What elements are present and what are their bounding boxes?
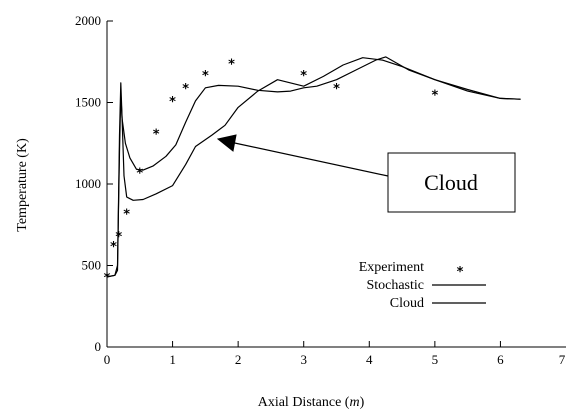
y-axis-tick-labels: 0 500 1000 1500 2000	[75, 13, 101, 354]
data-point-experiment: *	[169, 95, 177, 110]
x-tick-label: 2	[235, 352, 242, 367]
callout-arrow	[229, 141, 389, 177]
data-point-experiment: *	[110, 240, 118, 255]
x-tick-label: 4	[366, 352, 373, 367]
x-axis-title-unit: m	[349, 395, 359, 410]
x-tick-label: 3	[300, 352, 307, 367]
data-point-experiment: *	[136, 167, 144, 182]
callout-annotation: Cloud	[216, 134, 516, 213]
callout-label: Cloud	[424, 170, 478, 195]
x-tick-label: 0	[104, 352, 111, 367]
data-point-experiment: *	[103, 271, 111, 286]
y-tick-label: 1000	[75, 176, 101, 191]
data-point-experiment: *	[182, 82, 190, 97]
x-tick-label: 1	[169, 352, 176, 367]
legend-label-cloud: Cloud	[390, 296, 424, 311]
x-axis-tick-labels: 0 1 2 3 4 5 6 7	[104, 352, 566, 367]
x-tick-label: 5	[432, 352, 439, 367]
data-point-experiment: *	[228, 57, 236, 72]
legend-label-experiment: Experiment	[359, 260, 424, 275]
x-axis-title-prefix: Axial Distance (	[258, 395, 350, 410]
callout-arrowhead	[216, 134, 237, 152]
x-axis-title: Axial Distance (m)	[258, 395, 365, 410]
x-tick-label: 6	[497, 352, 504, 367]
y-tick-label: 0	[95, 339, 102, 354]
legend-label-stochastic: Stochastic	[366, 278, 424, 293]
data-point-experiment: *	[431, 88, 439, 103]
data-point-experiment: *	[123, 207, 131, 222]
data-series: ************ *	[103, 56, 521, 286]
legend: Experiment * Stochastic Cloud	[359, 260, 486, 311]
y-axis-title: Temperature (K)	[15, 138, 30, 232]
series-line-cloud	[106, 57, 521, 278]
data-point-experiment: *	[115, 230, 123, 245]
data-point-experiment: *	[300, 69, 308, 84]
plot-axes	[106, 20, 566, 348]
data-point-experiment: *	[201, 69, 209, 84]
y-tick-label: 2000	[75, 13, 101, 28]
y-tick-label: 500	[82, 258, 102, 273]
data-point-experiment: *	[333, 82, 341, 97]
y-tick-label: 1500	[75, 95, 101, 110]
legend-marker-experiment: *	[456, 265, 464, 280]
x-axis-title-suffix: )	[360, 395, 365, 410]
x-tick-label: 7	[559, 352, 566, 367]
callout-box	[387, 152, 516, 213]
data-point-experiment: *	[152, 128, 160, 143]
